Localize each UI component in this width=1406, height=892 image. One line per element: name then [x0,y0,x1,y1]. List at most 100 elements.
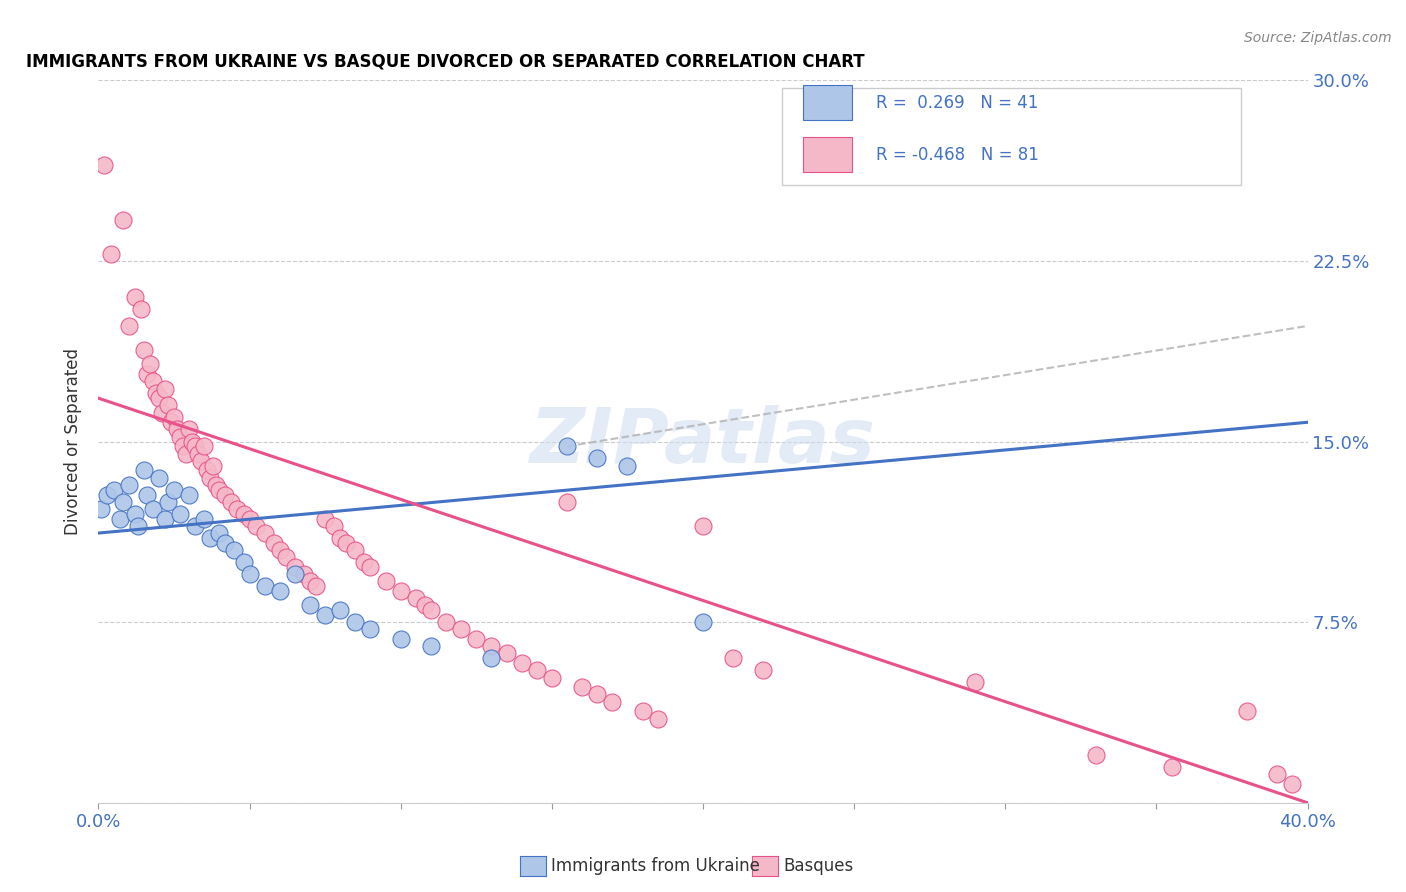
Point [405,591,427,605]
Point [239,567,262,582]
Point [239,511,262,525]
Point [450,623,472,637]
Point [163,410,186,425]
Point [360,623,382,637]
Point [692,615,714,630]
Y-axis label: Divorced or Separated: Divorced or Separated [65,348,83,535]
Point [1236,704,1258,718]
FancyBboxPatch shape [803,86,852,120]
Point [389,583,412,598]
Point [344,542,367,557]
Text: R = -0.468   N = 81: R = -0.468 N = 81 [876,145,1039,164]
Point [124,507,146,521]
Point [142,374,165,388]
Point [214,535,236,549]
Point [495,647,517,661]
Point [208,483,231,497]
Point [481,651,503,665]
Point [616,458,638,473]
Point [169,430,191,444]
Point [205,478,228,492]
Point [132,343,155,357]
Point [142,502,165,516]
Point [269,542,291,557]
FancyBboxPatch shape [803,137,852,172]
Point [299,599,322,613]
Point [647,712,669,726]
Point [103,483,125,497]
Point [692,518,714,533]
Point [335,535,357,549]
Point [299,574,322,589]
Point [160,415,183,429]
Text: Basques: Basques [783,857,853,875]
Point [90,502,112,516]
Point [132,463,155,477]
Point [179,487,201,501]
Point [226,502,249,516]
Point [586,451,609,466]
Point [752,664,775,678]
Point [184,518,207,533]
Point [1160,760,1182,774]
Point [1267,767,1289,781]
Point [434,615,457,630]
Point [245,518,267,533]
Point [135,487,157,501]
Point [124,290,146,304]
Point [602,695,624,709]
Point [193,439,215,453]
Point [150,406,173,420]
Point [139,358,162,372]
Point [190,454,212,468]
Point [174,446,197,460]
Point [526,664,548,678]
FancyBboxPatch shape [782,87,1241,185]
Point [314,511,336,525]
Point [631,704,654,718]
Point [510,656,533,670]
Point [586,687,609,701]
Point [284,567,307,582]
Point [783,126,806,140]
Point [193,511,215,525]
Point [156,398,179,412]
Point [108,511,131,525]
Point [420,639,443,653]
Point [153,382,176,396]
Point [148,391,170,405]
Point [224,542,246,557]
Point [329,531,352,545]
Point [221,494,243,508]
Point [1281,776,1303,790]
Point [179,422,201,436]
Point [195,463,218,477]
Text: Source: ZipAtlas.com: Source: ZipAtlas.com [1244,31,1392,45]
Point [269,583,291,598]
Point [172,439,194,453]
Point [184,439,207,453]
Point [232,555,254,569]
Text: R =  0.269   N = 41: R = 0.269 N = 41 [876,94,1038,112]
Point [156,494,179,508]
Point [292,567,315,582]
Point [360,559,382,574]
Point [555,439,578,453]
Point [187,446,209,460]
Point [135,367,157,381]
Point [93,157,115,171]
Point [111,213,134,227]
Text: ZIPatlas: ZIPatlas [530,405,876,478]
Point [118,478,141,492]
Point [314,607,336,622]
Point [965,675,987,690]
Point [253,579,276,593]
Point [127,518,149,533]
Point [145,386,167,401]
Point [163,483,186,497]
Point [202,458,225,473]
Text: IMMIGRANTS FROM UKRAINE VS BASQUE DIVORCED OR SEPARATED CORRELATION CHART: IMMIGRANTS FROM UKRAINE VS BASQUE DIVORC… [25,53,865,70]
Point [214,487,236,501]
Point [353,555,375,569]
Point [344,615,367,630]
